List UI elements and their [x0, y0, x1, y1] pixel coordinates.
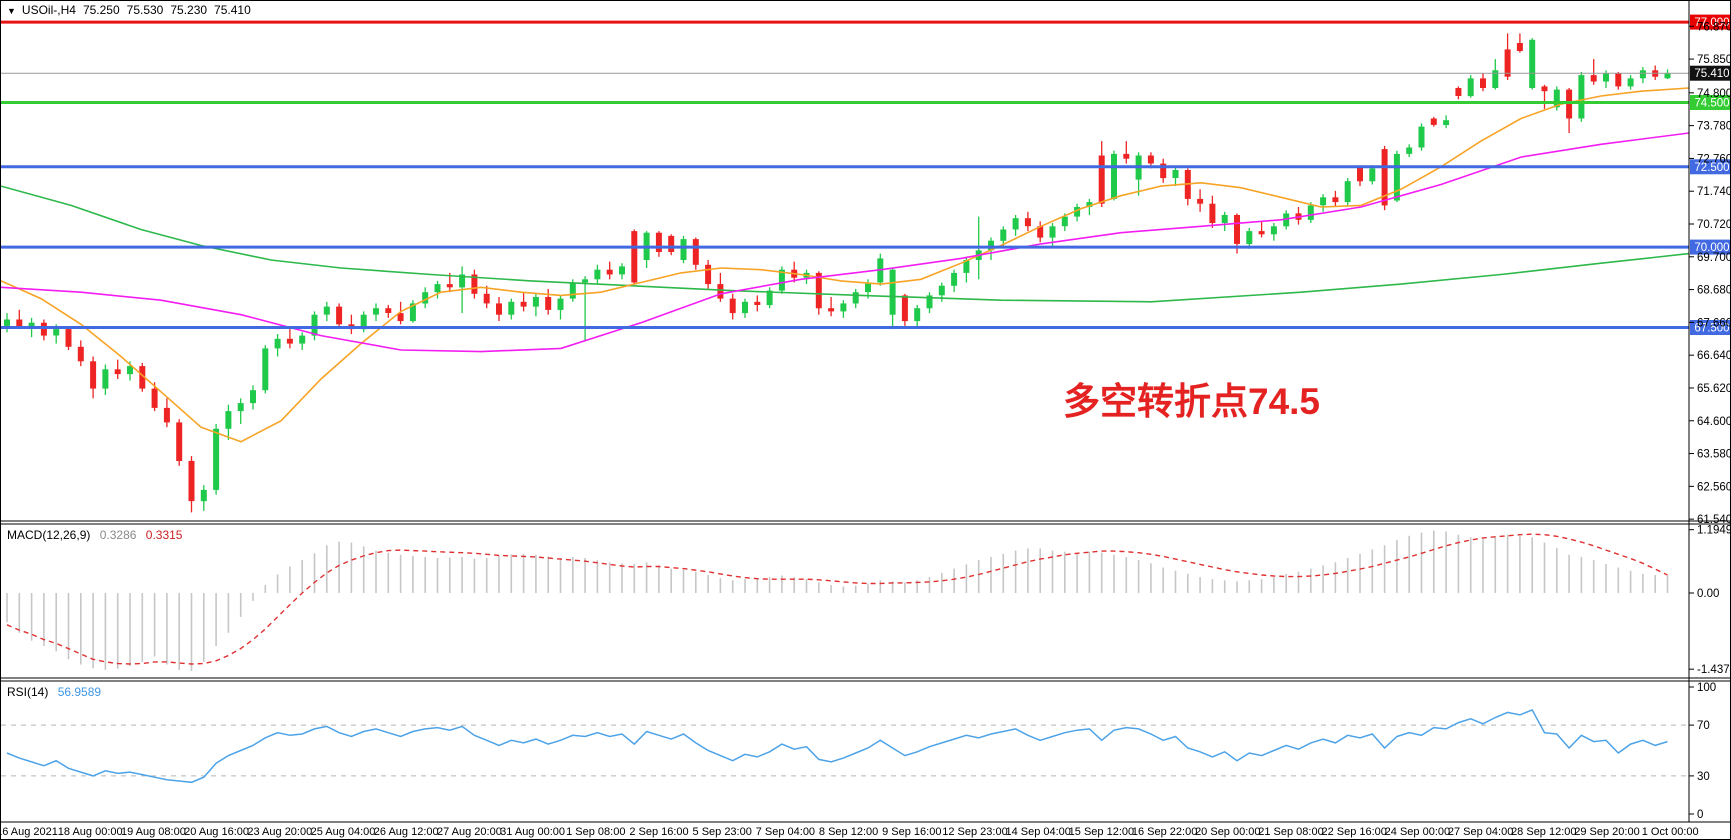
rsi-axis: 100 70 30 0 [1689, 682, 1716, 821]
ohlc-low: 75.230 [170, 3, 208, 17]
svg-text:66.640: 66.640 [1697, 350, 1731, 362]
time-axis-label: 7 Sep 04:00 [756, 826, 815, 838]
time-axis-label: 18 Aug 00:00 [58, 826, 123, 838]
time-axis-label: 23 Aug 20:00 [247, 826, 312, 838]
svg-text:64.600: 64.600 [1697, 416, 1731, 428]
ohlc-open: 75.250 [82, 3, 120, 17]
svg-text:76.870: 76.870 [1697, 21, 1731, 33]
time-axis-label: 16 Sep 22:00 [1132, 826, 1197, 838]
time-axis-label: 22 Sep 16:00 [1321, 826, 1386, 838]
time-axis-label: 27 Aug 20:00 [437, 826, 502, 838]
svg-text:67.500: 67.500 [1694, 323, 1729, 335]
time-axis-label: 2 Sep 16:00 [629, 826, 688, 838]
svg-text:61.540: 61.540 [1697, 514, 1731, 526]
time-axis-label: 9 Sep 16:00 [882, 826, 941, 838]
svg-text:70.720: 70.720 [1697, 219, 1731, 231]
rsi-value: 56.9589 [57, 685, 102, 699]
time-axis-label: 14 Sep 04:00 [1005, 826, 1070, 838]
symbol-period-label: USOil-,H4 [21, 3, 76, 17]
svg-text:74.500: 74.500 [1694, 98, 1729, 110]
svg-text:65.620: 65.620 [1697, 383, 1731, 395]
chart-title: ▼ USOil-,H4 75.250 75.530 75.230 75.410 [7, 3, 258, 17]
time-axis-label: 15 Sep 12:00 [1069, 826, 1134, 838]
svg-text:0: 0 [1697, 809, 1703, 821]
rsi-line [6, 708, 1668, 784]
rsi-levels [1, 724, 1689, 777]
chart-annotation-text: 多空转折点74.5 [1063, 381, 1321, 422]
candlestick-series [4, 33, 1671, 513]
moving-averages [1, 87, 1690, 443]
time-axis-label: 26 Aug 12:00 [374, 826, 439, 838]
macd-signal-line [6, 533, 1668, 665]
time-axis-label: 12 Sep 23:00 [942, 826, 1007, 838]
rsi-indicator-label: RSI(14) 56.9589 [7, 685, 107, 699]
svg-text:75.850: 75.850 [1697, 54, 1731, 66]
svg-text:71.740: 71.740 [1697, 186, 1731, 198]
time-axis-label: 8 Sep 12:00 [819, 826, 878, 838]
time-axis-label: 19 Aug 08:00 [121, 826, 186, 838]
chevron-down-icon[interactable]: ▼ [7, 6, 16, 16]
rsi-name: RSI(14) [7, 685, 49, 699]
svg-text:100: 100 [1697, 682, 1716, 694]
ohlc-close: 75.410 [214, 3, 251, 17]
svg-text:67.660: 67.660 [1697, 317, 1731, 329]
time-axis-label: 20 Aug 16:00 [184, 826, 249, 838]
time-axis-label: 5 Sep 23:00 [693, 826, 752, 838]
macd-indicator-label: MACD(12,26,9) 0.3286 0.3315 [7, 528, 188, 542]
time-axis-label: 20 Sep 00:00 [1195, 826, 1260, 838]
time-axis-label: 29 Sep 20:00 [1574, 826, 1639, 838]
svg-text:72.760: 72.760 [1697, 153, 1731, 165]
svg-text:0.00: 0.00 [1697, 588, 1719, 600]
panel-borders [1, 1, 1730, 823]
time-axis-label: 24 Sep 00:00 [1385, 826, 1450, 838]
svg-text:63.580: 63.580 [1697, 449, 1731, 461]
svg-text:68.680: 68.680 [1697, 285, 1731, 297]
macd-signal-value: 0.3315 [145, 528, 183, 542]
ohlc-high: 75.530 [126, 3, 164, 17]
price-axis: 76.870 75.850 74.800 73.780 72.760 71.740 70.7… [1689, 21, 1731, 526]
time-axis-label: 21 Sep 08:00 [1258, 826, 1323, 838]
time-axis-label: 1 Sep 08:00 [566, 826, 625, 838]
macd-name: MACD(12,26,9) [7, 528, 91, 542]
time-axis-label: 31 Aug 00:00 [500, 826, 565, 838]
svg-text:62.560: 62.560 [1697, 481, 1731, 493]
svg-text:74.800: 74.800 [1697, 88, 1731, 100]
svg-text:70: 70 [1697, 720, 1710, 732]
svg-text:30: 30 [1697, 771, 1710, 783]
macd-axis: 1.1949 0.00 -1.4374 [1689, 525, 1731, 676]
macd-histogram [6, 530, 1669, 671]
svg-text:69.700: 69.700 [1697, 252, 1731, 264]
svg-text:72.500: 72.500 [1694, 162, 1729, 174]
macd-main-value: 0.3286 [99, 528, 137, 542]
svg-text:73.780: 73.780 [1697, 121, 1731, 133]
time-axis-label: 28 Sep 12:00 [1511, 826, 1576, 838]
level-lines: 77.000 74.500 72.500 70.000 67.500 75.410 [1, 14, 1730, 335]
svg-text:70.000: 70.000 [1694, 242, 1729, 254]
time-axis-label: 16 Aug 2021 [1, 826, 58, 838]
svg-text:1.1949: 1.1949 [1697, 525, 1731, 537]
time-axis-label: 1 Oct 00:00 [1642, 826, 1699, 838]
svg-text:77.000: 77.000 [1694, 17, 1729, 29]
svg-text:75.410: 75.410 [1694, 68, 1729, 80]
time-axis-label: 27 Sep 04:00 [1448, 826, 1513, 838]
svg-text:-1.4374: -1.4374 [1697, 664, 1731, 676]
time-axis-label: 25 Aug 04:00 [311, 826, 376, 838]
